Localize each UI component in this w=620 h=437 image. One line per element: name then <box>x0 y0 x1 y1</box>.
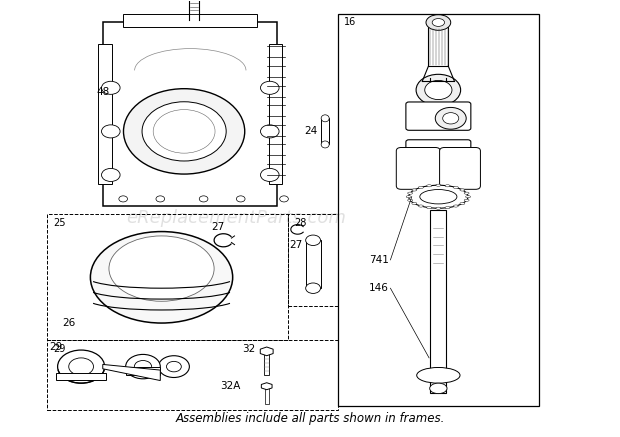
Text: 32A: 32A <box>220 381 241 391</box>
Ellipse shape <box>109 236 214 301</box>
Bar <box>338 14 539 406</box>
Bar <box>104 21 277 206</box>
Ellipse shape <box>69 358 94 375</box>
FancyBboxPatch shape <box>440 148 480 189</box>
Ellipse shape <box>453 205 458 207</box>
Ellipse shape <box>445 207 450 209</box>
Ellipse shape <box>142 102 226 161</box>
Bar <box>430 210 446 393</box>
Ellipse shape <box>464 192 469 194</box>
FancyBboxPatch shape <box>406 140 471 175</box>
Ellipse shape <box>306 235 321 246</box>
Bar <box>47 340 338 410</box>
Text: 24: 24 <box>304 126 317 136</box>
Bar <box>126 368 161 375</box>
Ellipse shape <box>119 196 128 202</box>
Text: 32: 32 <box>242 344 255 354</box>
Text: 29: 29 <box>49 342 62 352</box>
Ellipse shape <box>102 125 120 138</box>
Ellipse shape <box>425 80 452 100</box>
Ellipse shape <box>426 14 451 30</box>
Ellipse shape <box>412 189 417 191</box>
Text: 146: 146 <box>369 283 389 293</box>
Ellipse shape <box>407 192 412 194</box>
Ellipse shape <box>156 196 165 202</box>
Bar <box>265 386 268 404</box>
Ellipse shape <box>409 185 468 208</box>
Ellipse shape <box>412 202 417 205</box>
Ellipse shape <box>435 108 466 129</box>
Ellipse shape <box>406 196 411 198</box>
Ellipse shape <box>167 361 181 372</box>
Ellipse shape <box>236 196 245 202</box>
Bar <box>99 44 112 184</box>
Ellipse shape <box>126 354 161 379</box>
Ellipse shape <box>407 199 412 201</box>
Bar <box>428 27 448 66</box>
Ellipse shape <box>260 81 279 94</box>
Bar <box>47 214 288 340</box>
Ellipse shape <box>443 113 459 124</box>
Polygon shape <box>262 383 272 390</box>
Bar <box>123 14 257 27</box>
Ellipse shape <box>427 207 432 209</box>
Ellipse shape <box>427 185 432 187</box>
Text: eReplacementParts.com: eReplacementParts.com <box>126 209 346 228</box>
Bar <box>321 118 329 145</box>
Bar <box>288 214 338 305</box>
Text: 27: 27 <box>290 239 303 250</box>
Ellipse shape <box>460 189 465 191</box>
Ellipse shape <box>91 232 232 323</box>
Text: 26: 26 <box>63 318 76 328</box>
Ellipse shape <box>417 368 460 383</box>
Ellipse shape <box>123 89 245 174</box>
Ellipse shape <box>430 383 447 394</box>
Ellipse shape <box>159 356 189 378</box>
Ellipse shape <box>321 115 329 122</box>
Bar <box>56 373 106 380</box>
Text: 29: 29 <box>53 344 66 354</box>
Ellipse shape <box>102 168 120 181</box>
Ellipse shape <box>418 205 423 207</box>
Ellipse shape <box>58 350 105 383</box>
Bar <box>268 44 282 184</box>
Ellipse shape <box>280 196 288 202</box>
Ellipse shape <box>321 141 329 148</box>
FancyBboxPatch shape <box>396 148 440 189</box>
Ellipse shape <box>260 125 279 138</box>
Ellipse shape <box>464 199 469 201</box>
Text: 27: 27 <box>211 222 224 232</box>
Text: Assemblies include all parts shown in frames.: Assemblies include all parts shown in fr… <box>175 413 445 425</box>
Ellipse shape <box>460 202 465 205</box>
Ellipse shape <box>135 361 152 373</box>
Bar <box>306 240 321 288</box>
Ellipse shape <box>420 190 457 204</box>
FancyBboxPatch shape <box>406 102 471 130</box>
Ellipse shape <box>445 185 450 187</box>
Ellipse shape <box>466 196 471 198</box>
Polygon shape <box>260 347 273 356</box>
Text: 741: 741 <box>369 255 389 265</box>
Ellipse shape <box>436 184 441 186</box>
Ellipse shape <box>416 74 461 106</box>
Polygon shape <box>103 364 161 381</box>
Text: 28: 28 <box>294 218 307 228</box>
Ellipse shape <box>199 196 208 202</box>
Ellipse shape <box>306 283 321 293</box>
Ellipse shape <box>418 186 423 188</box>
Ellipse shape <box>436 207 441 209</box>
Ellipse shape <box>453 186 458 188</box>
Ellipse shape <box>432 18 445 26</box>
Text: 16: 16 <box>344 17 356 27</box>
Bar <box>264 351 269 375</box>
Ellipse shape <box>102 81 120 94</box>
Text: 48: 48 <box>97 87 110 97</box>
Text: 25: 25 <box>53 218 66 228</box>
Ellipse shape <box>260 168 279 181</box>
